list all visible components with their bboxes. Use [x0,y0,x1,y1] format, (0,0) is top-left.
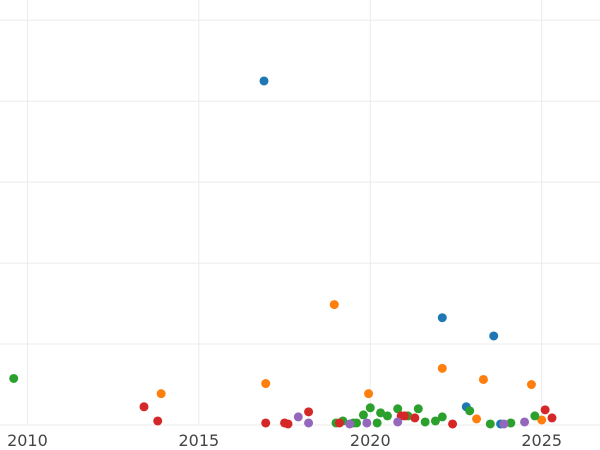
data-point [430,416,440,426]
data-point [506,418,516,428]
data-point [283,419,293,429]
data-point [489,331,499,341]
data-point [259,76,269,86]
gridlines [0,0,600,426]
data-points [9,76,557,429]
data-point [382,411,392,421]
data-point [547,413,557,423]
data-point [304,418,314,428]
data-point [329,300,339,310]
data-point [437,412,447,422]
x-tick-label: 2015 [178,431,219,450]
data-point [261,379,271,389]
data-point [153,416,163,426]
data-point [530,411,540,421]
data-point [304,407,314,417]
data-point [365,403,375,413]
data-point [520,417,530,427]
data-point [472,414,482,424]
data-point [448,419,458,429]
data-point [499,419,509,429]
data-point [358,410,368,420]
data-point [345,419,355,429]
data-point [362,418,372,428]
data-point [400,411,410,421]
x-tick-label: 2010 [7,431,48,450]
data-point [293,412,303,422]
x-tick-label: 2020 [350,431,391,450]
data-point [540,405,550,415]
data-point [485,419,495,429]
data-point [410,413,420,423]
data-point [372,418,382,428]
data-point [334,418,344,428]
data-point [156,389,166,399]
data-point [526,380,536,390]
data-point [437,313,447,323]
data-point [537,415,547,425]
data-point [261,418,271,428]
x-tick-labels: 2010 2015 2020 2025 [7,431,562,450]
data-point [9,373,19,383]
data-point [420,417,430,427]
data-point [413,404,423,414]
data-point [139,402,149,412]
data-point [393,404,403,414]
data-point [376,408,386,418]
data-point [393,417,403,427]
data-point [465,406,475,416]
data-point [478,374,488,384]
data-point [364,389,374,399]
x-tick-label: 2025 [521,431,562,450]
data-point [437,363,447,373]
